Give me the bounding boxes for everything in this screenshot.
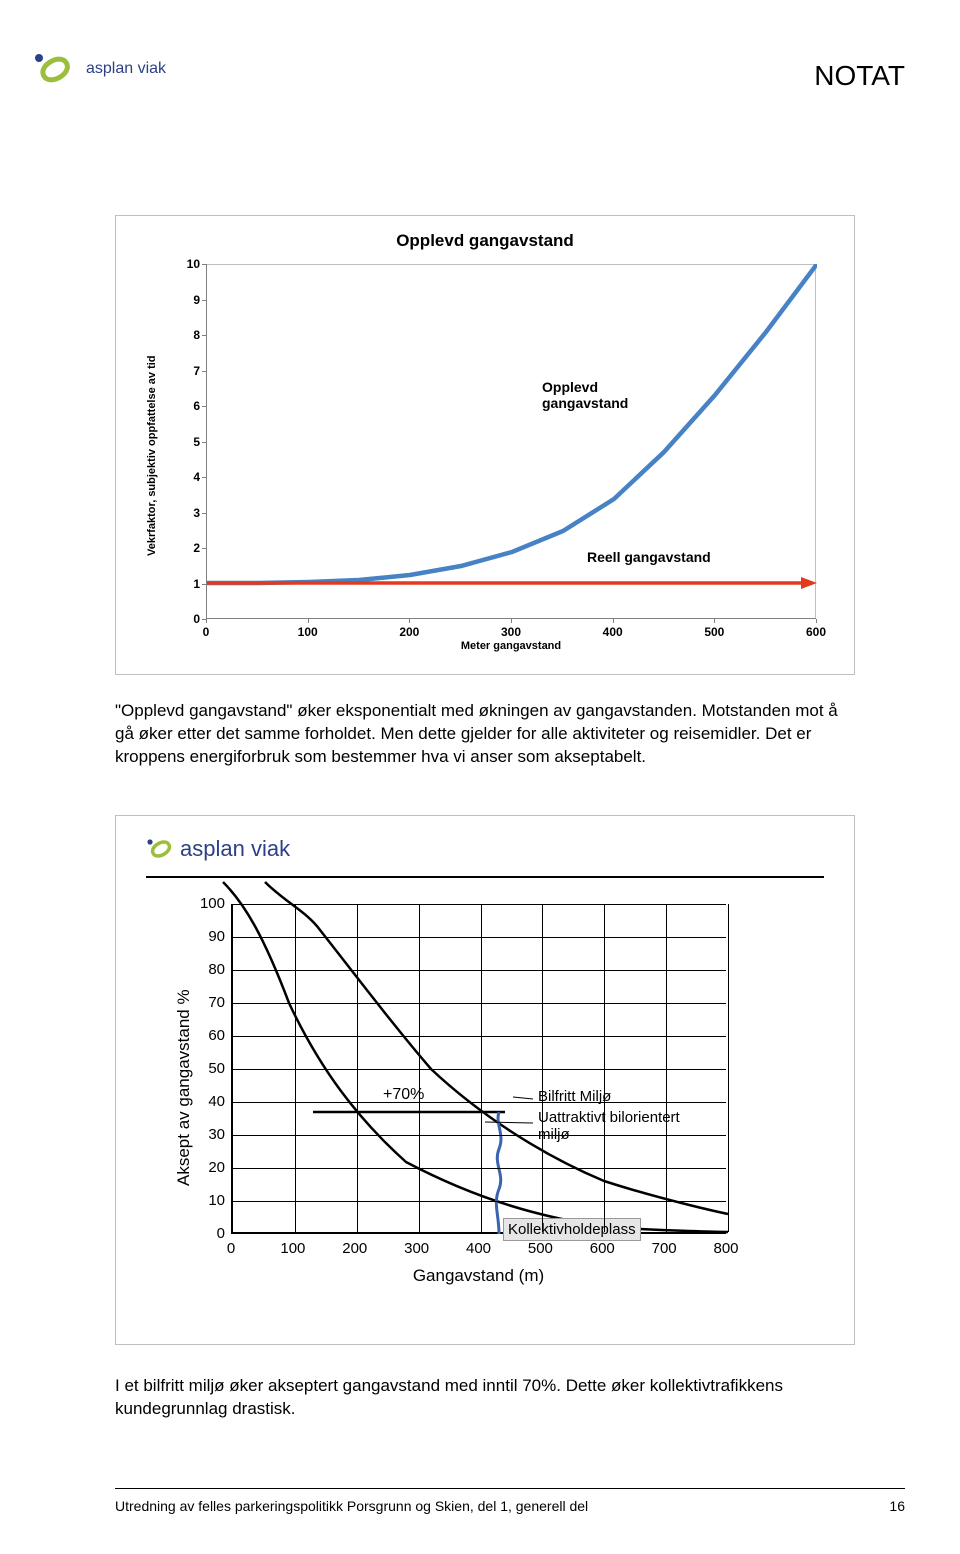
chart2-xtick: 200 xyxy=(333,1240,377,1257)
chart1-annot-opplevd: Opplevd gangavstand xyxy=(542,379,652,411)
chart1-xtick: 0 xyxy=(186,625,226,639)
logo-mark-icon xyxy=(32,45,80,93)
chart2-ytick: 30 xyxy=(191,1126,225,1143)
chart2-annot-uattraktivt: Uattraktivt bilorientert miljø xyxy=(538,1109,708,1144)
chart2-ytick: 80 xyxy=(191,961,225,978)
chart2-xtick: 400 xyxy=(457,1240,501,1257)
chart2-ytick: 100 xyxy=(191,895,225,912)
chart2-ytick: 50 xyxy=(191,1060,225,1077)
chart2-ytick: 40 xyxy=(191,1093,225,1110)
chart2-logo-text: asplan viak xyxy=(180,836,290,862)
chart1-ytick: 7 xyxy=(178,364,200,378)
chart2-xtick: 300 xyxy=(395,1240,439,1257)
chart1-xtick: 500 xyxy=(694,625,734,639)
chart1-ytick: 4 xyxy=(178,470,200,484)
chart1-ytick: 10 xyxy=(178,257,200,271)
chart2-hr xyxy=(146,876,824,878)
para-bilfritt: I et bilfritt miljø øker akseptert ganga… xyxy=(115,1375,855,1421)
chart2-xlabel: Gangavstand (m) xyxy=(231,1266,726,1286)
chart1-ytick: 3 xyxy=(178,506,200,520)
chart2-kollektiv-box: Kollektivholdeplass xyxy=(503,1218,641,1241)
chart1-xtick: 300 xyxy=(491,625,531,639)
chart1-ytick: 0 xyxy=(178,612,200,626)
chart2-ytick: 70 xyxy=(191,994,225,1011)
footer-text: Utredning av felles parkeringspolitikk P… xyxy=(115,1498,588,1514)
chart1-ytick: 2 xyxy=(178,541,200,555)
page-type-label: NOTAT xyxy=(814,60,905,92)
chart1-ytick: 9 xyxy=(178,293,200,307)
chart2-xtick: 0 xyxy=(209,1240,253,1257)
chart1-ytick: 5 xyxy=(178,435,200,449)
footer-page-number: 16 xyxy=(889,1498,905,1514)
footer-rule xyxy=(115,1488,905,1489)
chart2-logo: asplan viak xyxy=(146,834,290,864)
logo-text: asplan viak xyxy=(86,60,166,78)
chart1-xtick: 600 xyxy=(796,625,836,639)
chart-aksept-gangavstand: asplan viak +70% Bilfritt Miljø Uattrakt… xyxy=(115,815,855,1345)
chart1-ylabel: Vekrfaktor, subjektiv oppfattelse av tid xyxy=(146,355,158,556)
chart1-xtick: 400 xyxy=(593,625,633,639)
chart1-xlabel: Meter gangavstand xyxy=(206,640,816,652)
logo-area: asplan viak xyxy=(32,45,166,93)
chart2-ytick: 90 xyxy=(191,928,225,945)
chart1-xtick: 100 xyxy=(288,625,328,639)
chart2-xtick: 800 xyxy=(704,1240,748,1257)
chart1-title: Opplevd gangavstand xyxy=(116,231,854,251)
chart1-ytick: 8 xyxy=(178,328,200,342)
chart-opplevd-gangavstand: Opplevd gangavstand Opplevd gangavstand … xyxy=(115,215,855,675)
chart1-ytick: 1 xyxy=(178,577,200,591)
chart2-ylabel: Aksept av gangavstand % xyxy=(174,989,194,1186)
chart2-xtick: 600 xyxy=(580,1240,624,1257)
chart1-xtick: 200 xyxy=(389,625,429,639)
chart2-xtick: 500 xyxy=(518,1240,562,1257)
chart2-ytick: 20 xyxy=(191,1159,225,1176)
chart2-ytick: 60 xyxy=(191,1027,225,1044)
para-opplevd: "Opplevd gangavstand" øker eksponentialt… xyxy=(115,700,855,769)
chart1-annot-reell: Reell gangavstand xyxy=(587,549,711,565)
chart2-xtick: 700 xyxy=(642,1240,686,1257)
chart2-xtick: 100 xyxy=(271,1240,315,1257)
chart1-ytick: 6 xyxy=(178,399,200,413)
chart2-ytick: 10 xyxy=(191,1192,225,1209)
